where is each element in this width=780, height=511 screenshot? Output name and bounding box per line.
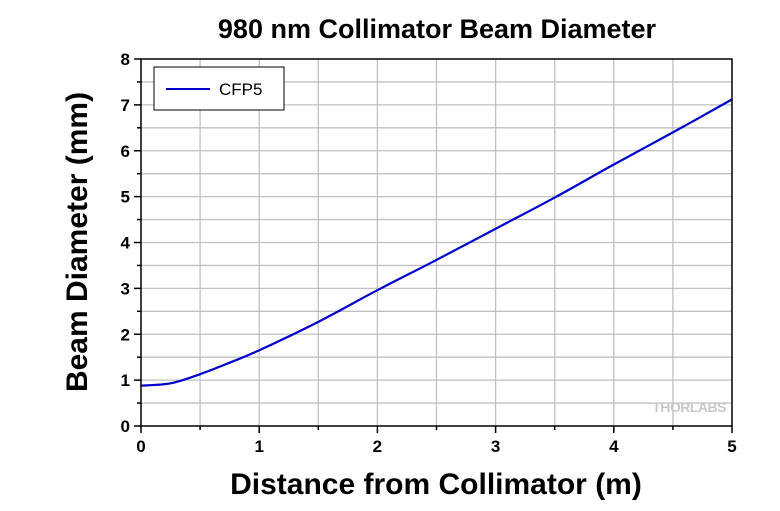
x-tick-label: 2: [373, 437, 382, 456]
series-line-cfp5: [140, 98, 733, 387]
watermark-layer: THORLABS: [652, 399, 726, 415]
series-layer: [140, 98, 733, 387]
chart-title: 980 nm Collimator Beam Diameter: [218, 14, 657, 44]
y-tick-label: 4: [121, 234, 131, 253]
y-tick-label: 0: [121, 417, 130, 436]
y-tick-label: 6: [121, 142, 130, 161]
x-tick-label: 1: [254, 437, 263, 456]
y-tick-label: 8: [121, 50, 130, 69]
ticks: [134, 58, 733, 433]
x-tick-label: 3: [491, 437, 500, 456]
legend-label-cfp5: CFP5: [219, 80, 262, 99]
grid: [141, 59, 732, 426]
x-tick-label: 0: [136, 437, 145, 456]
y-tick-label: 2: [121, 325, 130, 344]
y-axis-label: Beam Diameter (mm): [61, 92, 94, 392]
y-tick-label: 1: [121, 371, 130, 390]
y-tick-label: 3: [121, 279, 130, 298]
y-tick-label: 5: [121, 188, 130, 207]
x-tick-labels: 0 1 2 3 4 5: [136, 437, 736, 456]
x-tick-label: 4: [609, 437, 619, 456]
y-tick-labels: 0 1 2 3 4 5 6 7 8: [121, 50, 131, 436]
x-axis-label: Distance from Collimator (m): [230, 468, 642, 501]
y-tick-label: 7: [121, 96, 130, 115]
legend: CFP5: [153, 66, 285, 111]
thorlabs-watermark: THORLABS: [652, 399, 726, 415]
x-tick-label: 5: [727, 437, 736, 456]
